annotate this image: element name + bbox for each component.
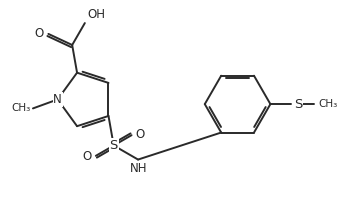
Text: N: N: [53, 93, 62, 106]
Text: O: O: [83, 150, 92, 163]
Text: O: O: [34, 27, 44, 40]
Text: CH₃: CH₃: [11, 103, 30, 113]
Text: OH: OH: [88, 8, 106, 21]
Text: O: O: [135, 128, 145, 141]
Text: CH₃: CH₃: [318, 99, 337, 109]
Text: S: S: [110, 139, 118, 152]
Text: NH: NH: [130, 162, 148, 175]
Text: S: S: [294, 98, 302, 111]
